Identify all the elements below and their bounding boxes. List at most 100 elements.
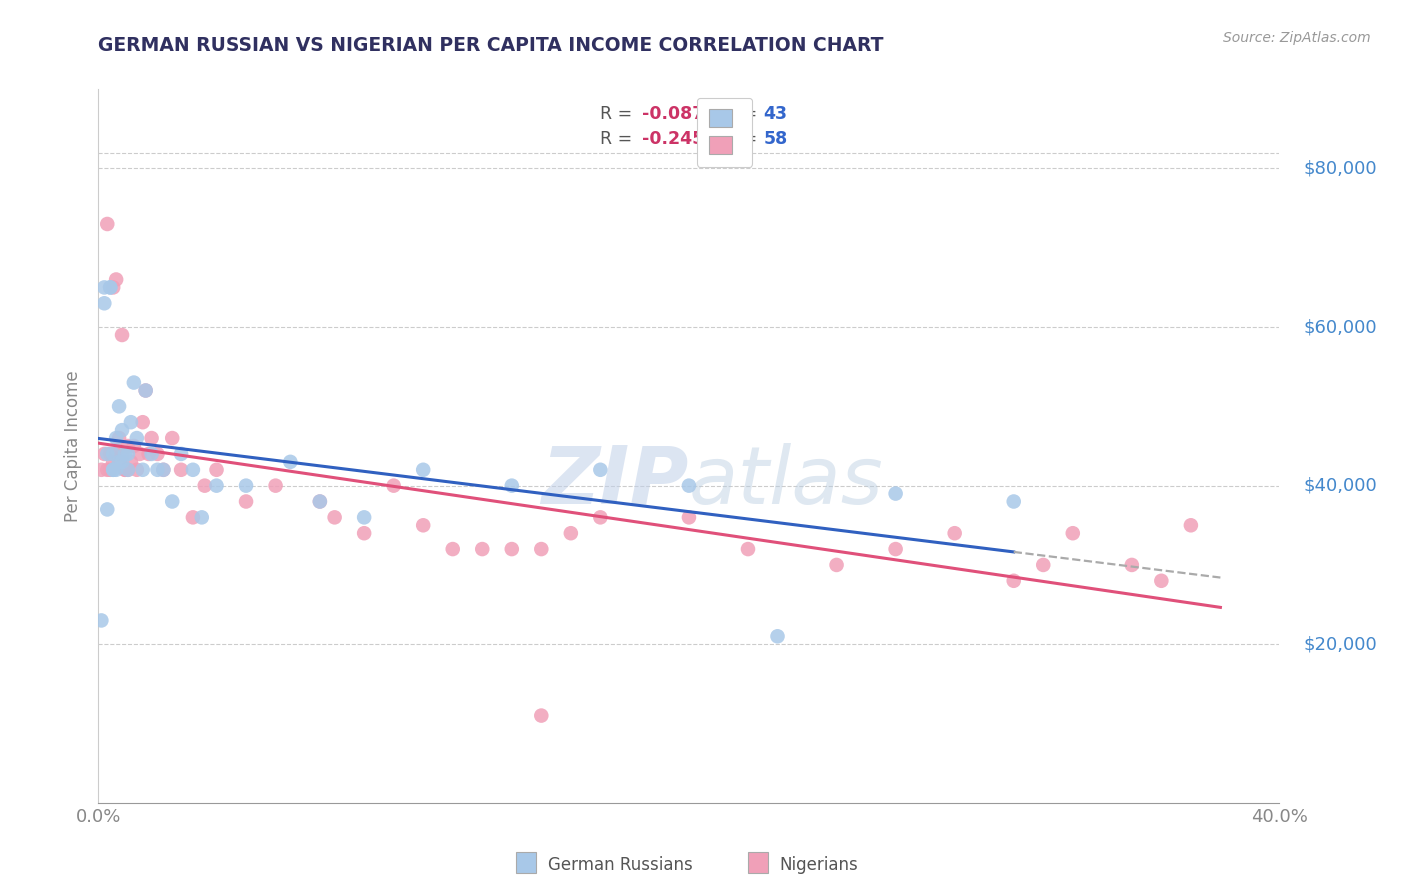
Point [128, 447, 150, 461]
Point [766, 629, 789, 643]
Point [205, 463, 228, 477]
Point [530, 708, 553, 723]
Point [120, 415, 142, 429]
Text: 43: 43 [763, 105, 787, 123]
Point [530, 542, 553, 557]
Point [98, 280, 121, 294]
Text: -0.245: -0.245 [641, 130, 704, 148]
Point [111, 447, 134, 461]
Point [105, 431, 128, 445]
Point [96, 463, 118, 477]
Point [194, 478, 217, 492]
Point [170, 447, 193, 461]
Point [162, 494, 183, 508]
Point [138, 447, 160, 461]
Point [323, 510, 346, 524]
Point [103, 455, 125, 469]
Point [108, 455, 131, 469]
Point [135, 384, 157, 398]
Point [205, 478, 228, 492]
Text: $60,000: $60,000 [1303, 318, 1376, 336]
Point [309, 494, 332, 508]
Point [114, 447, 136, 461]
Point [943, 526, 966, 541]
Point [141, 431, 163, 445]
Point [103, 280, 125, 294]
Point [125, 431, 148, 445]
Text: German Russians: German Russians [548, 856, 693, 874]
Point [103, 463, 125, 477]
Point [353, 526, 375, 541]
Point [162, 431, 183, 445]
Point [1002, 494, 1025, 508]
Text: GERMAN RUSSIAN VS NIGERIAN PER CAPITA INCOME CORRELATION CHART: GERMAN RUSSIAN VS NIGERIAN PER CAPITA IN… [98, 36, 884, 54]
Point [589, 463, 612, 477]
Point [471, 542, 494, 557]
Point [96, 447, 118, 461]
Point [589, 510, 612, 524]
Point [125, 463, 148, 477]
FancyBboxPatch shape [748, 852, 768, 873]
Text: $40,000: $40,000 [1303, 476, 1376, 495]
Point [181, 463, 204, 477]
Point [98, 447, 121, 461]
Point [111, 455, 134, 469]
Point [181, 510, 204, 524]
Point [146, 447, 169, 461]
Point [825, 558, 848, 572]
Text: N =: N = [724, 130, 763, 148]
Point [114, 463, 136, 477]
Point [93, 280, 115, 294]
Point [141, 447, 163, 461]
Point [90, 614, 112, 628]
Point [108, 400, 131, 414]
Point [152, 463, 174, 477]
Text: R =: R = [600, 130, 638, 148]
Point [98, 463, 121, 477]
Point [152, 463, 174, 477]
Point [264, 478, 287, 492]
Point [103, 447, 125, 461]
Point [1002, 574, 1025, 588]
Point [353, 510, 375, 524]
Point [93, 296, 115, 310]
Point [105, 447, 128, 461]
Point [1062, 526, 1084, 541]
Point [114, 463, 136, 477]
Point [135, 384, 157, 398]
Point [412, 518, 434, 533]
Point [146, 463, 169, 477]
Point [1180, 518, 1202, 533]
Point [309, 494, 332, 508]
Point [117, 463, 139, 477]
Point [191, 510, 214, 524]
Point [122, 439, 145, 453]
Y-axis label: Per Capita Income: Per Capita Income [65, 370, 83, 522]
Legend: , : , [697, 97, 752, 167]
Point [412, 463, 434, 477]
Point [93, 447, 115, 461]
Point [884, 542, 907, 557]
Point [501, 542, 523, 557]
Point [105, 272, 128, 286]
Point [235, 494, 257, 508]
Point [103, 463, 125, 477]
Text: $20,000: $20,000 [1303, 635, 1376, 653]
Point [96, 502, 118, 516]
Point [235, 478, 257, 492]
Point [90, 463, 112, 477]
Text: Source: ZipAtlas.com: Source: ZipAtlas.com [1223, 31, 1371, 45]
Text: -0.087: -0.087 [641, 105, 704, 123]
Text: N =: N = [724, 105, 763, 123]
Point [1150, 574, 1173, 588]
Text: R =: R = [600, 105, 638, 123]
Point [117, 463, 139, 477]
Point [501, 478, 523, 492]
Text: 58: 58 [763, 130, 787, 148]
Point [98, 280, 121, 294]
Point [737, 542, 759, 557]
Point [1121, 558, 1143, 572]
Text: Nigerians: Nigerians [779, 856, 858, 874]
Point [108, 431, 131, 445]
Point [678, 510, 700, 524]
